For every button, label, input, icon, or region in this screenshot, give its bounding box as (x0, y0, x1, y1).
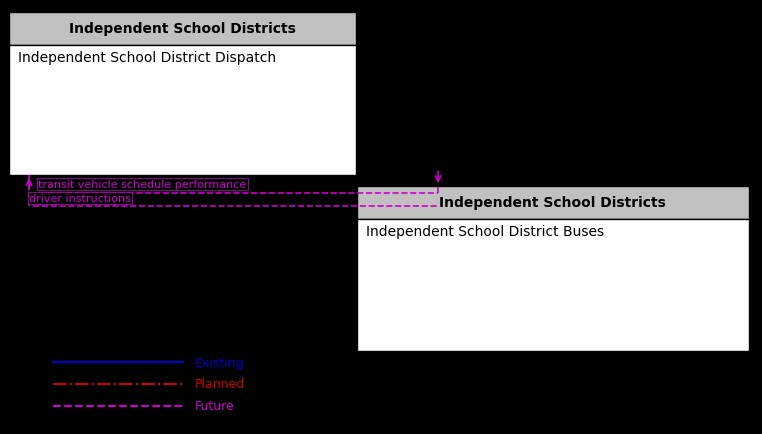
Text: Independent School District Dispatch: Independent School District Dispatch (18, 51, 277, 65)
Bar (9, 46, 356, 176)
Text: Independent School Districts: Independent School Districts (440, 196, 666, 210)
Text: Future: Future (194, 399, 234, 412)
Text: driver instructions: driver instructions (29, 194, 131, 204)
Text: Planned: Planned (194, 378, 245, 391)
Text: transit vehicle schedule performance: transit vehicle schedule performance (38, 180, 246, 190)
Text: Independent School District Buses: Independent School District Buses (366, 224, 604, 238)
Text: Independent School Districts: Independent School Districts (69, 22, 296, 36)
Bar (9, 13, 356, 46)
Bar (357, 187, 749, 219)
Bar (357, 219, 749, 352)
Text: Existing: Existing (194, 356, 244, 369)
